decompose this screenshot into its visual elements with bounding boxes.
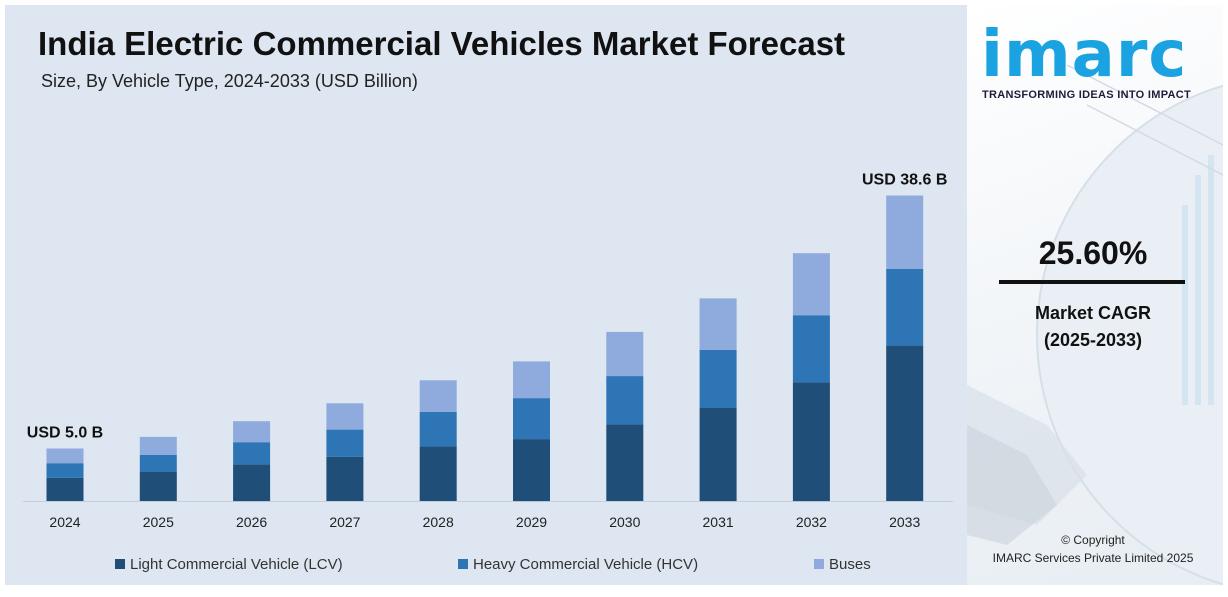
x-tick-label-2031: 2031 bbox=[703, 514, 734, 530]
bar-segment-buses-2027 bbox=[326, 403, 364, 430]
x-tick-label-2032: 2032 bbox=[796, 514, 827, 530]
bar-segment-buses-2033 bbox=[886, 195, 924, 269]
chart-title: India Electric Commercial Vehicles Marke… bbox=[38, 25, 846, 62]
bar-segment-buses-2026 bbox=[233, 421, 271, 443]
bar-segment-hcv-2027 bbox=[326, 429, 364, 457]
legend-label-hcv: Heavy Commercial Vehicle (HCV) bbox=[473, 555, 699, 573]
bar-segment-hcv-2026 bbox=[233, 442, 271, 465]
chart-panel: India Electric Commercial Vehicles Marke… bbox=[5, 5, 967, 585]
legend-swatch-buses bbox=[814, 559, 824, 569]
chart-legend: Light Commercial Vehicle (LCV) Heavy Com… bbox=[115, 554, 871, 574]
total-annotation-2024: USD 5.0 B bbox=[27, 425, 103, 442]
bar-segment-hcv-2030 bbox=[606, 376, 644, 425]
bar-segment-hcv-2025 bbox=[139, 454, 177, 472]
bar-segment-buses-2029 bbox=[513, 361, 550, 399]
bar-segment-buses-2025 bbox=[139, 436, 177, 455]
x-tick-label-2026: 2026 bbox=[236, 514, 267, 530]
legend-label-lcv: Light Commercial Vehicle (LCV) bbox=[130, 555, 343, 573]
bar-segment-lcv-2024 bbox=[46, 477, 84, 501]
logo-tagline: TRANSFORMING IDEAS INTO IMPACT bbox=[982, 89, 1192, 101]
bar-segment-hcv-2032 bbox=[792, 315, 830, 383]
cagr-divider bbox=[999, 280, 1185, 284]
legend-label-buses: Buses bbox=[829, 555, 871, 573]
x-tick-label-2025: 2025 bbox=[143, 514, 174, 530]
bar-segment-hcv-2028 bbox=[419, 411, 457, 447]
copyright-line2: IMARC Services Private Limited 2025 bbox=[992, 551, 1194, 565]
x-tick-label-2029: 2029 bbox=[516, 514, 547, 530]
legend-swatch-lcv bbox=[115, 559, 125, 569]
cagr-value: 25.60% bbox=[1038, 235, 1148, 271]
cagr-label-line2: (2025-2033) bbox=[1043, 330, 1143, 350]
imarc-logo: imarc TRANSFORMING IDEAS INTO IMPACT bbox=[981, 19, 1211, 101]
bar-segment-buses-2031 bbox=[699, 298, 737, 350]
bar-segment-lcv-2032 bbox=[792, 382, 830, 502]
bar-segment-hcv-2033 bbox=[886, 269, 924, 346]
side-panel: imarc TRANSFORMING IDEAS INTO IMPACT 25.… bbox=[967, 5, 1223, 585]
bar-segment-buses-2024 bbox=[46, 448, 84, 464]
bar-segment-buses-2028 bbox=[419, 380, 457, 412]
legend-item-hcv: Heavy Commercial Vehicle (HCV) bbox=[458, 556, 814, 573]
legend-swatch-hcv bbox=[458, 559, 468, 569]
bar-segment-buses-2030 bbox=[606, 331, 644, 376]
total-annotation-2033: USD 38.6 B bbox=[862, 171, 947, 188]
logo-wordmark: imarc bbox=[981, 18, 1188, 92]
x-tick-label-2033: 2033 bbox=[889, 514, 920, 530]
x-tick-label-2024: 2024 bbox=[49, 514, 80, 530]
bar-segment-lcv-2030 bbox=[606, 424, 644, 501]
copyright-notice: © Copyright IMARC Services Private Limit… bbox=[967, 531, 1219, 567]
bar-segment-lcv-2029 bbox=[513, 439, 550, 502]
stacked-bar-chart: 2024 2025 2026 2027 2028 2029 2030 2031 2032 2033… bbox=[23, 171, 953, 530]
x-tick-label-2027: 2027 bbox=[329, 514, 360, 530]
cagr-label: Market CAGR (2025-2033) bbox=[967, 300, 1219, 354]
chart-subtitle: Size, By Vehicle Type, 2024-2033 (USD Bi… bbox=[41, 71, 418, 91]
bar-segment-lcv-2033 bbox=[886, 345, 924, 501]
background-chart-decoration bbox=[967, 64, 1223, 585]
bar-segment-lcv-2028 bbox=[419, 446, 457, 501]
cagr-label-line1: Market CAGR bbox=[1034, 303, 1152, 323]
bar-segment-buses-2032 bbox=[792, 253, 830, 316]
x-tick-label-2030: 2030 bbox=[609, 514, 640, 530]
bar-segment-hcv-2029 bbox=[513, 398, 550, 439]
bar-segment-lcv-2026 bbox=[233, 464, 271, 502]
legend-item-buses: Buses bbox=[814, 556, 871, 573]
bar-segment-lcv-2025 bbox=[139, 471, 177, 501]
bar-segment-hcv-2024 bbox=[46, 463, 84, 478]
x-tick-label-2028: 2028 bbox=[423, 514, 454, 530]
bar-segment-hcv-2031 bbox=[699, 349, 737, 408]
legend-item-lcv: Light Commercial Vehicle (LCV) bbox=[115, 556, 458, 573]
copyright-line1: © Copyright bbox=[1061, 533, 1125, 547]
bar-segment-lcv-2027 bbox=[326, 456, 364, 501]
bar-segment-lcv-2031 bbox=[699, 407, 737, 502]
